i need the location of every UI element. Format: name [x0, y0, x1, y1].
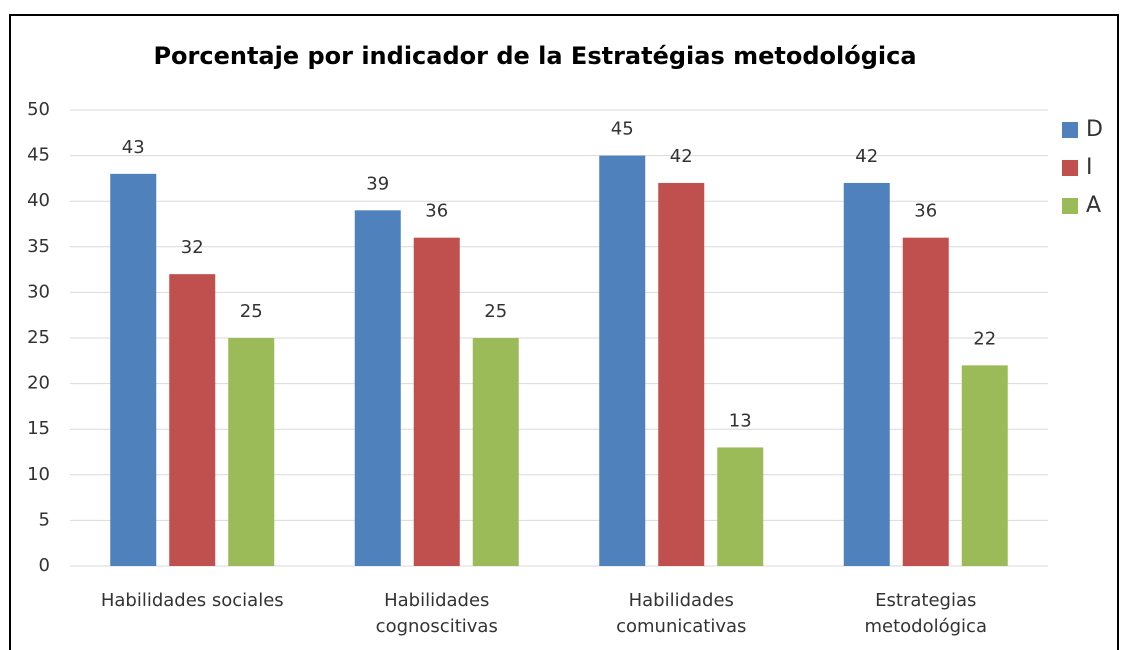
data-label: 13	[729, 410, 752, 431]
y-tick-label: 30	[27, 281, 50, 302]
bar	[717, 447, 764, 566]
y-tick-label: 45	[27, 145, 50, 166]
data-label: 22	[973, 328, 996, 349]
y-tick-label: 20	[27, 373, 50, 394]
x-tick-label: Estrategias metodológica	[864, 590, 987, 637]
data-label: 32	[181, 237, 204, 258]
bar	[110, 173, 157, 566]
data-label: 45	[611, 119, 634, 140]
data-label: 36	[914, 201, 937, 222]
bar	[843, 182, 890, 566]
y-tick-label: 50	[27, 99, 50, 120]
y-tick-label: 25	[27, 327, 50, 348]
y-tick-label: 35	[27, 236, 50, 257]
x-tick-label: Habilidades sociales	[100, 590, 284, 611]
data-label: 43	[122, 137, 145, 158]
bar	[228, 338, 275, 566]
data-label: 36	[425, 201, 448, 222]
legend-label: A	[1086, 193, 1101, 218]
bar	[599, 155, 646, 566]
legend-swatch	[1062, 198, 1078, 214]
legend-label: D	[1086, 117, 1103, 142]
data-label: 25	[484, 301, 507, 322]
bar	[413, 237, 460, 566]
data-label: 42	[670, 146, 693, 167]
bar	[169, 274, 216, 566]
bar	[902, 237, 949, 566]
data-label: 39	[366, 173, 389, 194]
y-tick-label: 40	[27, 190, 50, 211]
y-tick-label: 5	[39, 509, 50, 530]
y-tick-label: 15	[27, 418, 50, 439]
bar	[354, 210, 401, 566]
bar	[961, 365, 1008, 566]
chart-title: Porcentaje por indicador de la Estratégi…	[153, 42, 916, 70]
data-label: 25	[240, 301, 263, 322]
bar	[472, 338, 519, 566]
legend-label: I	[1086, 155, 1093, 180]
x-tick-label: Habilidades cognoscitivas	[375, 590, 498, 637]
y-tick-label: 10	[27, 464, 50, 485]
bar	[658, 182, 705, 566]
data-label: 42	[855, 146, 878, 167]
x-tick-label: Habilidades comunicativas	[616, 590, 747, 637]
frame	[9, 14, 1119, 650]
y-tick-label: 0	[39, 555, 50, 576]
legend-swatch	[1062, 122, 1078, 138]
legend-swatch	[1062, 160, 1078, 176]
